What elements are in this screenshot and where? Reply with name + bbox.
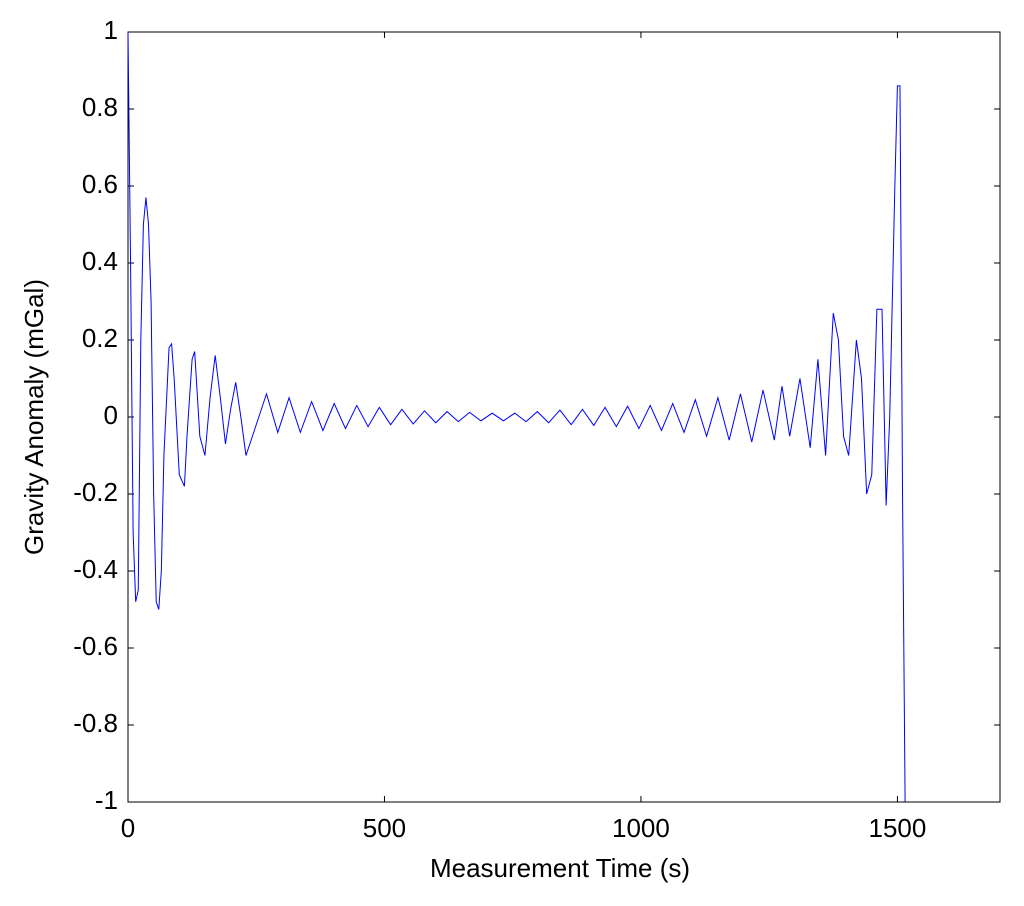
- y-tick-label: -0.4: [73, 554, 118, 584]
- x-axis-label: Measurement Time (s): [430, 853, 690, 883]
- y-tick-label: -0.6: [73, 631, 118, 661]
- y-tick-label: -1: [95, 785, 118, 815]
- y-axis-label: Gravity Anomaly (mGal): [19, 279, 49, 555]
- y-tick-label: 1: [104, 15, 118, 45]
- x-tick-label: 1500: [868, 813, 926, 843]
- y-tick-label: -0.8: [73, 708, 118, 738]
- x-tick-label: 0: [121, 813, 135, 843]
- y-tick-label: 0.6: [82, 169, 118, 199]
- y-tick-label: 0.2: [82, 323, 118, 353]
- y-tick-label: -0.2: [73, 477, 118, 507]
- y-tick-label: 0: [104, 400, 118, 430]
- y-tick-label: 0.4: [82, 246, 118, 276]
- data-line: [127, 31, 906, 803]
- x-tick-label: 500: [363, 813, 406, 843]
- x-tick-label: 1000: [612, 813, 670, 843]
- y-tick-label: 0.8: [82, 92, 118, 122]
